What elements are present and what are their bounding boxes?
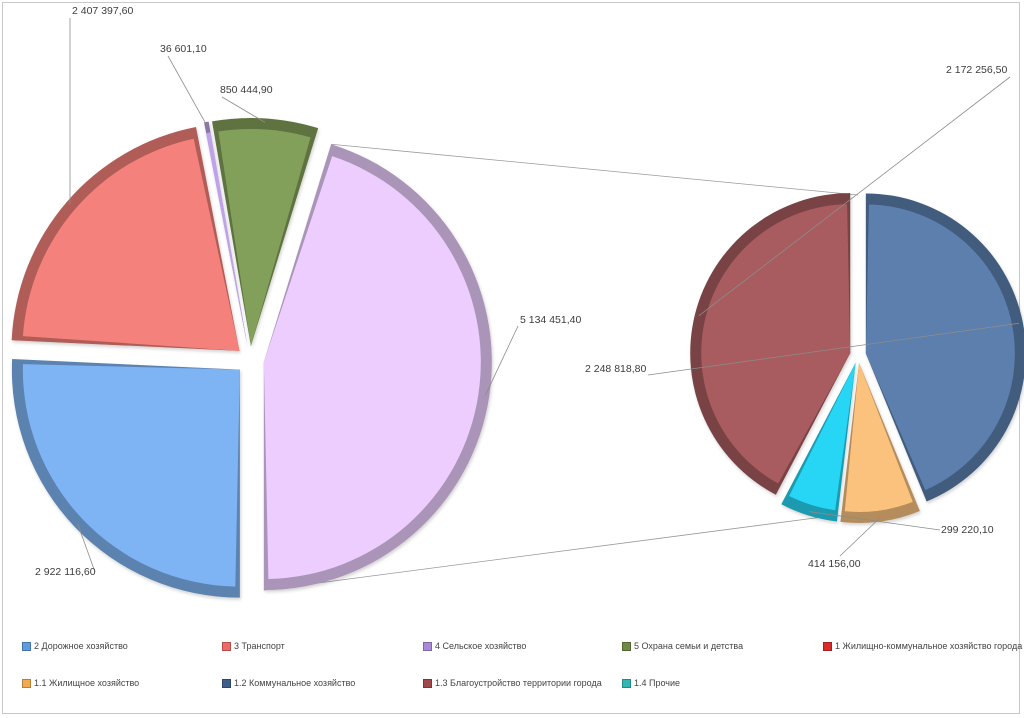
secondary-pie-slice: [781, 362, 856, 522]
legend-label: 1.3 Благоустройство территории города: [435, 678, 602, 688]
legend-swatch: [22, 641, 31, 651]
legend-swatch: [423, 678, 432, 688]
main-pie-slice: [212, 118, 319, 347]
main-pie-slice-face: [22, 364, 240, 587]
legend-label: 2 Дорожное хозяйство: [34, 641, 128, 651]
legend-swatch: [222, 678, 231, 688]
legend-item: 1 Жилищно-коммунальное хозяйство города: [823, 641, 1022, 651]
secondary-pie-leader-line: [698, 76, 1011, 317]
main-pie-data-label: 36 601,10: [160, 43, 207, 55]
legend-swatch: [423, 641, 432, 651]
secondary-pie-slice: [690, 193, 851, 495]
legend-item: 1.3 Благоустройство территории города: [423, 678, 602, 688]
secondary-pie-data-label: 2 172 256,50: [946, 64, 1007, 76]
secondary-pie-slice-face: [844, 362, 913, 512]
secondary-pie-data-label: 299 220,10: [941, 524, 994, 536]
secondary-pie-slice-face: [865, 204, 1015, 491]
main-pie-slice-face: [22, 138, 240, 351]
main-pie-leader-line: [77, 524, 96, 573]
main-pie-data-label: 2 922 116,60: [35, 566, 96, 578]
legend-label: 4 Сельское хозяйство: [435, 641, 527, 651]
main-pie-slice: [11, 127, 240, 351]
secondary-pie-slice: [840, 362, 920, 523]
legend-label: 1.2 Коммунальное хозяйство: [234, 678, 356, 688]
secondary-pie-leader-line: [809, 511, 941, 531]
legend-swatch: [622, 678, 631, 688]
legend-label: 5 Охрана семьи и детства: [634, 641, 744, 651]
main-pie-slice-face: [206, 132, 248, 347]
legend-label: 3 Транспорт: [234, 641, 285, 651]
legend-item: 5 Охрана семьи и детства: [622, 641, 743, 651]
legend-label: 1.1 Жилищное хозяйство: [34, 678, 140, 688]
legend-item: 2 Дорожное хозяйство: [22, 641, 128, 651]
secondary-pie-slice-face: [701, 204, 851, 484]
main-pie-data-label: 850 444,90: [220, 84, 273, 96]
main-pie-leader-line: [484, 325, 519, 396]
main-pie-slice-face: [263, 156, 481, 580]
secondary-pie-data-label: 2 248 818,80: [585, 363, 646, 375]
main-pie-slice-face: [218, 129, 311, 347]
main-pie-data-label: 2 407 397,60: [72, 5, 133, 17]
legend-item: 3 Транспорт: [222, 641, 285, 651]
legend-item: 4 Сельское хозяйство: [423, 641, 526, 651]
secondary-pie-slice: [865, 193, 1024, 502]
secondary-pie-data-label: 414 156,00: [808, 558, 861, 570]
legend-swatch: [622, 641, 631, 651]
legend-swatch: [22, 678, 31, 688]
secondary-pie-leader-line: [839, 517, 881, 557]
main-pie-leader-line: [221, 96, 266, 123]
legend-label: 1.4 Прочие: [634, 678, 681, 688]
main-pie-slice: [11, 359, 240, 598]
main-pie-leader-line: [167, 55, 208, 127]
main-pie-slice: [263, 144, 492, 591]
secondary-pie-slice-face: [789, 362, 856, 511]
legend-label: 1 Жилищно-коммунальное хозяйство города: [835, 641, 1023, 651]
secondary-pie-leader-line: [647, 322, 1019, 376]
legend-swatch: [823, 641, 832, 651]
legend-swatch: [222, 641, 231, 651]
legend-item: 1.2 Коммунальное хозяйство: [222, 678, 355, 688]
main-pie-slice: [204, 121, 248, 347]
main-pie-data-label: 5 134 451,40: [520, 314, 581, 326]
legend-item: 1.4 Прочие: [622, 678, 680, 688]
connector-line: [331, 143, 859, 196]
connector-line: [263, 514, 839, 591]
legend-item: 1.1 Жилищное хозяйство: [22, 678, 139, 688]
